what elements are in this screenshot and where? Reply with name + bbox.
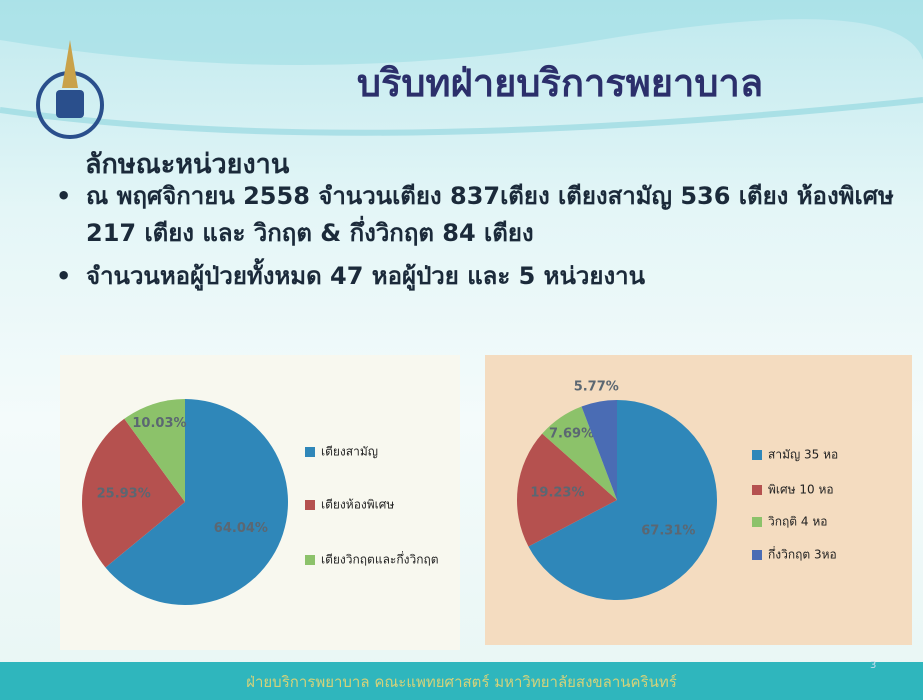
value-label: 19.23% (530, 485, 584, 500)
legend-swatch (752, 485, 762, 495)
legend-label: เตียงสามัญ (321, 445, 378, 459)
title: บริบทฝ่ายบริการพยาบาล (240, 52, 880, 113)
footer-text: ฝ่ายบริการพยาบาล คณะแพทยศาสตร์ มหาวิทยาล… (0, 670, 923, 694)
bullet-text: จำนวนหอผู้ป่วยทั้งหมด 47 หอผู้ป่วย และ 5… (86, 258, 908, 295)
value-label: 64.04% (214, 521, 268, 536)
legend-label: พิเศษ 10 หอ (768, 483, 834, 497)
legend-label: เตียงวิกฤตและกึ่งวิกฤต (321, 551, 439, 567)
bullet-text: ณ พฤศจิกายน 2558 จำนวนเตียง 837เตียง เตี… (86, 178, 908, 252)
legend-label: เตียงห้องพิเศษ (321, 498, 394, 512)
value-label: 10.03% (132, 416, 186, 431)
legend-swatch (305, 555, 315, 565)
value-label: 5.77% (574, 379, 619, 394)
legend-swatch (305, 500, 315, 510)
value-label: 67.31% (641, 524, 695, 539)
legend-label: วิกฤติ 4 หอ (768, 515, 828, 529)
value-label: 7.69% (549, 427, 594, 442)
page-number: 3 (870, 660, 876, 671)
bullet: จำนวนหอผู้ป่วยทั้งหมด 47 หอผู้ป่วย และ 5… (58, 258, 908, 295)
legend-swatch (752, 517, 762, 527)
bullet: ณ พฤศจิกายน 2558 จำนวนเตียง 837เตียง เตี… (58, 178, 908, 252)
legend-swatch (752, 450, 762, 460)
legend-swatch (305, 447, 315, 457)
legend-swatch (752, 550, 762, 560)
legend-label: กึ่งวิกฤต 3หอ (768, 546, 837, 562)
value-label: 25.93% (97, 487, 151, 502)
slide: 64.04% เตียงสามัญ 25.93% เตียงห้องพิเศษ 10.0… (0, 0, 923, 700)
legend-label: สามัญ 35 หอ (768, 448, 838, 462)
